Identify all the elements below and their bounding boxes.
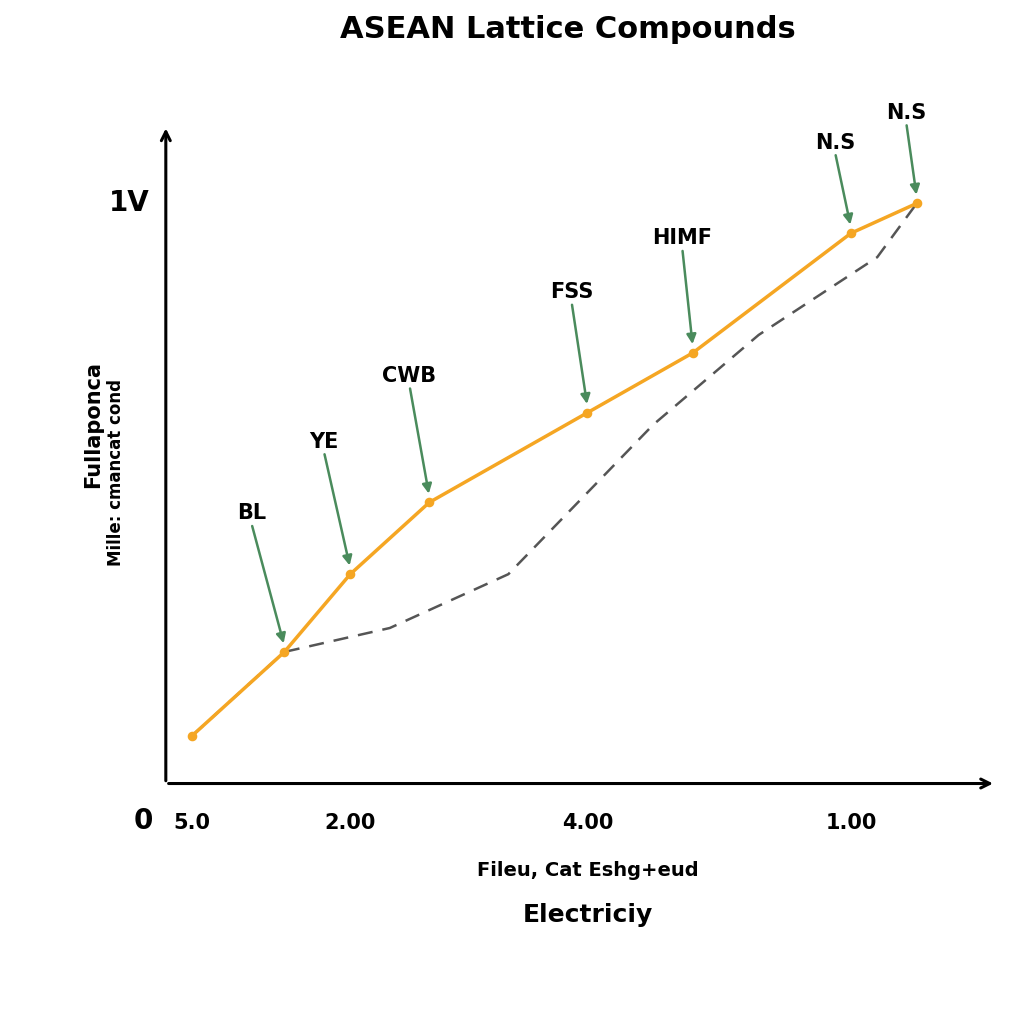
Text: 2.00: 2.00 (325, 813, 376, 834)
Point (421, 495, 437, 511)
Text: Electriciy: Electriciy (522, 903, 652, 927)
Text: 5.0: 5.0 (174, 813, 211, 834)
Text: 4.00: 4.00 (562, 813, 613, 834)
Point (184, 727, 201, 743)
Point (908, 196, 925, 212)
Text: HIMF: HIMF (652, 228, 713, 248)
Point (342, 566, 358, 583)
Text: Mille: cmancat cond: Mille: cmancat cond (106, 379, 125, 566)
Text: FSS: FSS (550, 282, 593, 302)
Point (276, 644, 293, 660)
Text: 0: 0 (133, 808, 153, 836)
Text: BL: BL (237, 504, 266, 523)
Point (580, 404, 596, 421)
Point (843, 225, 859, 242)
Text: Fileu, Cat Eshg+eud: Fileu, Cat Eshg+eud (476, 861, 698, 881)
Text: 1V: 1V (110, 189, 150, 217)
Text: 1.00: 1.00 (825, 813, 877, 834)
Text: Fullaponca: Fullaponca (83, 361, 103, 488)
Title: ASEAN Lattice Compounds: ASEAN Lattice Compounds (340, 15, 796, 44)
Point (685, 345, 701, 361)
Text: N.S: N.S (886, 102, 927, 123)
Text: CWB: CWB (383, 366, 436, 386)
Text: YE: YE (309, 431, 339, 452)
Text: N.S: N.S (815, 132, 855, 153)
